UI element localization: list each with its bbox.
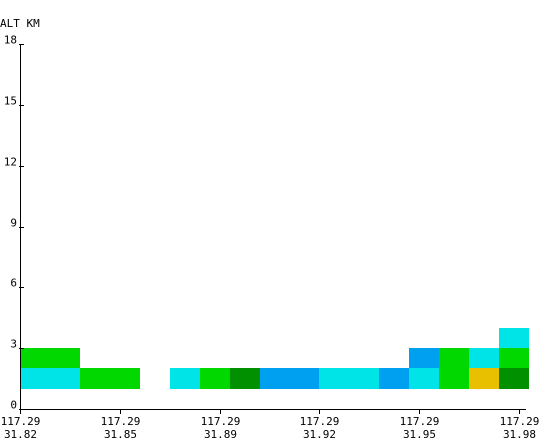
x-ticks: 117.2931.82117.2931.85117.2931.89117.293…	[1, 409, 540, 440]
heatmap-cell	[230, 368, 260, 389]
x-tick-label-lat: 31.89	[204, 428, 237, 440]
heatmap-cell	[499, 328, 529, 348]
x-tick-label-lon: 117.29	[500, 415, 540, 428]
x-tick-label-lon: 117.29	[300, 415, 340, 428]
y-axis-label: ALT KM	[0, 17, 40, 30]
heatmap-cell	[319, 368, 379, 389]
heatmap-cell	[170, 368, 200, 389]
x-tick-label-lon: 117.29	[400, 415, 440, 428]
heatmap-cell	[439, 348, 469, 368]
heatmap-cell	[260, 368, 319, 389]
heatmap-cell	[20, 348, 80, 368]
heatmap-cell	[499, 368, 529, 389]
heatmap-cell	[80, 368, 140, 389]
x-tick-label-lat: 31.98	[503, 428, 536, 440]
heatmap-cell	[439, 368, 469, 389]
x-tick-label-lat: 31.82	[4, 428, 37, 440]
y-tick-label: 15	[4, 95, 17, 108]
x-tick-label-lat: 31.85	[104, 428, 137, 440]
y-tick-label: 12	[4, 156, 17, 169]
y-tick-label: 6	[10, 277, 17, 290]
heatmap-cell	[409, 348, 439, 368]
x-tick-label-lon: 117.29	[1, 415, 41, 428]
x-tick-label-lon: 117.29	[101, 415, 141, 428]
y-tick-label: 9	[10, 217, 17, 230]
x-tick-label-lat: 31.92	[303, 428, 336, 440]
heatmap-cell	[200, 368, 230, 389]
heatmap-cell	[499, 348, 529, 368]
heatmap-cell	[469, 348, 499, 368]
heatmap-cell	[469, 368, 499, 389]
y-tick-label: 18	[4, 34, 17, 47]
x-tick-label-lat: 31.95	[403, 428, 436, 440]
y-ticks: 0 3 6 9 12 15 18	[4, 34, 24, 412]
heatmap-cell	[409, 368, 439, 389]
x-tick-label-lon: 117.29	[201, 415, 241, 428]
heatmap-cell	[379, 368, 409, 389]
y-tick-label: 0	[10, 399, 17, 412]
y-tick-label: 3	[10, 338, 17, 351]
heatmap-cell	[20, 368, 80, 389]
data-cells	[20, 328, 529, 389]
